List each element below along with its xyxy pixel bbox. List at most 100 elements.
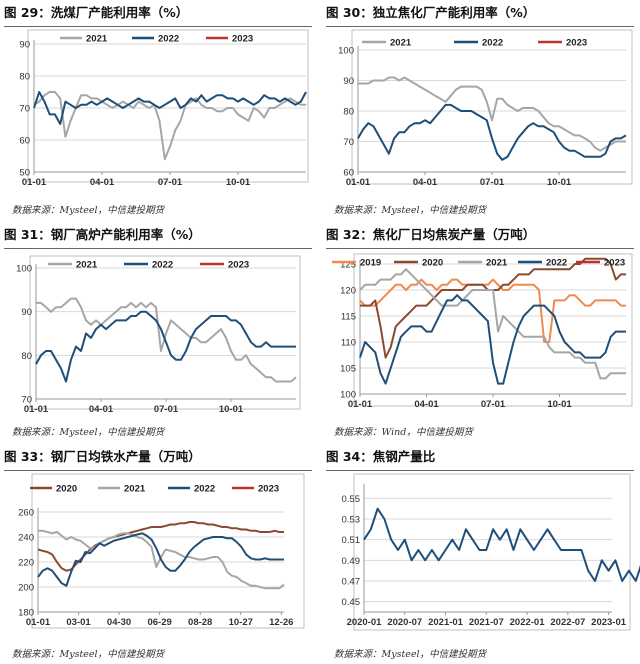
title-rule bbox=[326, 248, 634, 249]
legend-label: 2021 bbox=[486, 258, 508, 269]
chart-title: 图 33：钢厂日均铁水产量（万吨） bbox=[4, 449, 201, 464]
y-tick-label: 70 bbox=[21, 395, 32, 406]
series-line-焦钢产量比 bbox=[363, 507, 640, 582]
series-line-2019 bbox=[359, 278, 626, 343]
y-tick-label: 0.51 bbox=[342, 535, 361, 546]
legend-label: 2021 bbox=[390, 38, 412, 49]
y-tick-label: 180 bbox=[18, 608, 34, 619]
y-tick-label: 100 bbox=[16, 264, 32, 275]
y-tick-label: 0.55 bbox=[342, 494, 361, 505]
y-tick-label: 260 bbox=[18, 508, 34, 519]
series-line-2022 bbox=[35, 310, 296, 383]
chart-panel-30: 图 30：独立焦化厂产能利用率（%） 60 70 80 90 100 01-01 04-01… bbox=[322, 0, 640, 218]
y-tick-label: 60 bbox=[343, 168, 354, 179]
x-tick-label: 2021-07 bbox=[469, 617, 504, 628]
chart-title: 图 34：焦钢产量比 bbox=[326, 449, 436, 464]
legend-label: 2023 bbox=[604, 258, 625, 269]
title-rule bbox=[326, 470, 634, 471]
series-line-2022 bbox=[33, 91, 307, 125]
chart-title: 图 30：独立焦化厂产能利用率（%） bbox=[326, 5, 536, 20]
x-tick-label: 07-01 bbox=[481, 399, 506, 410]
x-tick-label: 01-01 bbox=[22, 177, 47, 188]
y-tick-label: 60 bbox=[19, 136, 30, 147]
chart-frame bbox=[31, 473, 305, 629]
series-line-2022 bbox=[359, 294, 626, 385]
chart-frame bbox=[353, 473, 631, 631]
y-tick-label: 125 bbox=[340, 260, 356, 271]
legend-label: 2023 bbox=[232, 34, 253, 45]
legend-label: 2022 bbox=[158, 34, 179, 45]
chart-panel-33: 图 33：钢厂日均铁水产量（万吨） 180 200 220 240 260 01-01 03… bbox=[0, 444, 318, 662]
y-tick-label: 100 bbox=[338, 46, 354, 57]
series-line-2022 bbox=[37, 532, 284, 587]
chart-title: 图 31：钢厂高炉产能利用率（%） bbox=[4, 227, 201, 242]
y-tick-label: 110 bbox=[341, 338, 356, 349]
x-tick-label: 04-01 bbox=[89, 404, 114, 415]
chart-panel-34: 图 34：焦钢产量比 0.45 0.47 0.49 0.51 0.53 0.55 2020-… bbox=[322, 444, 640, 662]
chart-panel-31: 图 31：钢厂高炉产能利用率（%） 70 80 90 100 01-01 04-01 07-… bbox=[0, 222, 318, 440]
y-tick-label: 105 bbox=[340, 364, 356, 375]
x-tick-label: 2021-01 bbox=[428, 617, 464, 628]
y-tick-label: 240 bbox=[18, 533, 34, 544]
series-line-2021 bbox=[359, 268, 626, 380]
x-tick-label: 06-29 bbox=[147, 617, 171, 628]
chart-source: 数据来源：Mysteel，中信建投期货 bbox=[334, 649, 487, 660]
x-tick-label: 01-01 bbox=[24, 404, 49, 415]
y-tick-label: 200 bbox=[18, 583, 34, 594]
chart-plot: 100 105 110 115 120 125 01-01 04-01 07-01 10-01 20… bbox=[332, 253, 633, 410]
legend-label: 2019 bbox=[360, 258, 381, 269]
chart-frame bbox=[353, 253, 633, 407]
y-tick-label: 0.53 bbox=[342, 515, 361, 526]
y-tick-label: 90 bbox=[343, 76, 354, 87]
x-tick-label: 10-01 bbox=[547, 399, 572, 410]
series-line-2021 bbox=[36, 297, 297, 383]
chart-source: 数据来源：Mysteel，中信建投期货 bbox=[12, 649, 165, 660]
x-tick-label: 12-26 bbox=[269, 617, 293, 628]
series-line-2022 bbox=[357, 103, 627, 161]
x-tick-label: 07-01 bbox=[154, 404, 179, 415]
x-tick-label: 2020-01 bbox=[347, 617, 383, 628]
chart-plot: 50 60 70 80 90 01-01 04-01 07-01 10-01 2021 2022 20… bbox=[19, 29, 309, 188]
legend-label: 2023 bbox=[566, 38, 587, 49]
y-tick-label: 80 bbox=[19, 72, 30, 83]
series-line-2021 bbox=[358, 76, 626, 152]
chart-title: 图 29：洗煤厂产能利用率（%） bbox=[4, 5, 189, 20]
y-tick-label: 90 bbox=[19, 40, 30, 51]
chart-panel-29: 图 29：洗煤厂产能利用率（%） 50 60 70 80 90 01-01 04-01 07-… bbox=[0, 0, 318, 218]
y-tick-label: 120 bbox=[340, 286, 356, 297]
x-tick-label: 10-01 bbox=[219, 404, 244, 415]
x-tick-label: 2022-07 bbox=[550, 617, 585, 628]
y-tick-label: 0.47 bbox=[342, 577, 361, 588]
legend-label: 2022 bbox=[546, 258, 567, 269]
chart-title: 图 32：焦化厂日均焦炭产量（万吨） bbox=[326, 227, 536, 242]
legend-label: 2021 bbox=[124, 484, 146, 495]
chart-frame bbox=[29, 255, 301, 410]
y-tick-label: 115 bbox=[341, 312, 356, 323]
y-tick-label: 0.45 bbox=[342, 597, 361, 608]
x-tick-label: 04-01 bbox=[414, 399, 439, 410]
x-tick-label: 10-27 bbox=[229, 617, 253, 628]
legend-label: 2020 bbox=[56, 484, 77, 495]
x-tick-label: 01-01 bbox=[348, 399, 373, 410]
chart-frame bbox=[351, 29, 633, 185]
x-tick-label: 04-30 bbox=[107, 617, 131, 628]
x-tick-label: 2020-07 bbox=[387, 617, 422, 628]
legend-label: 2023 bbox=[258, 484, 279, 495]
y-tick-label: 80 bbox=[343, 107, 354, 118]
legend-label: 2023 bbox=[228, 260, 249, 271]
x-tick-label: 03-01 bbox=[66, 617, 91, 628]
legend-label: 2021 bbox=[86, 34, 108, 45]
title-rule bbox=[4, 470, 312, 471]
x-tick-label: 2023-01 bbox=[591, 617, 627, 628]
chart-source: 数据来源：Mysteel，中信建投期货 bbox=[12, 427, 165, 438]
y-tick-label: 90 bbox=[21, 307, 32, 318]
legend-label: 2021 bbox=[76, 260, 98, 271]
chart-plot: 60 70 80 90 100 01-01 04-01 07-01 10-01 2021 2022 2… bbox=[338, 29, 633, 188]
x-tick-label: 01-01 bbox=[26, 617, 51, 628]
legend-label: 2022 bbox=[482, 38, 503, 49]
title-rule bbox=[4, 248, 312, 249]
chart-plot: 180 200 220 240 260 01-01 03-01 04-30 06-29 08-28… bbox=[18, 473, 305, 629]
series-line-2021 bbox=[33, 91, 306, 161]
x-tick-label: 04-01 bbox=[413, 177, 438, 188]
legend-label: 2022 bbox=[152, 260, 173, 271]
